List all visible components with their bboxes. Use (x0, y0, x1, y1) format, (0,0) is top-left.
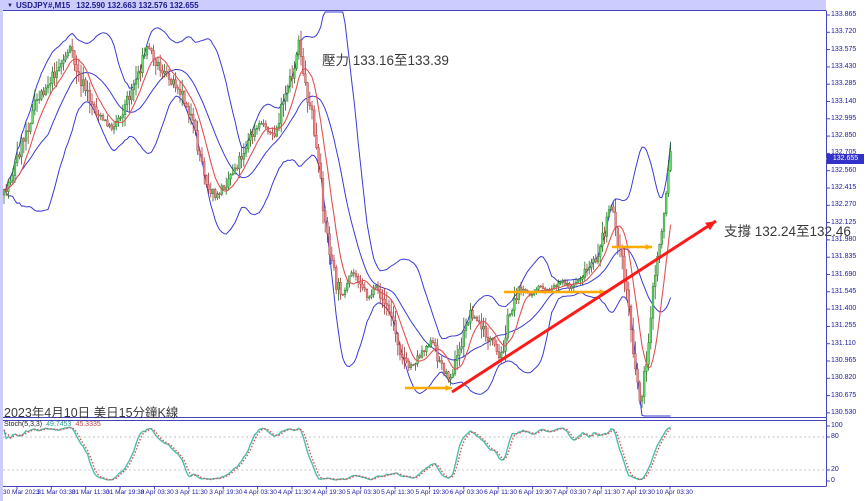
time-tick-label: 3 Apr 03:30 (140, 489, 174, 496)
price-tick-label: 131.255 (831, 322, 857, 330)
chart-frame (3, 10, 830, 490)
indicator-value-d: 45.3335 (75, 421, 101, 428)
indicator-value-k: 49.7453 (46, 421, 72, 428)
chart-header: ▼ USDJPY#,M15 132.590 132.663 132.576 132.… (3, 0, 826, 11)
time-tick-label: 4 Apr 19:30 (312, 489, 346, 496)
support-segments[interactable] (405, 244, 652, 391)
time-tick-label: 31 Mar 03:30 (37, 489, 76, 496)
price-tick-label: 131.545 (831, 287, 857, 295)
price-tick-label: 133.285 (831, 80, 857, 88)
price-tick-label: 131.835 (831, 253, 857, 261)
price-tick-label: 132.270 (831, 201, 857, 209)
time-tick-label: 7 Apr 11:30 (587, 489, 621, 496)
symbol-timeframe-label: USDJPY#,M15 (15, 1, 71, 10)
time-tick-label: 5 Apr 11:30 (381, 489, 414, 496)
time-tick-label: 7 Apr 19:30 (621, 489, 655, 496)
price-tick-label: 130.675 (831, 391, 857, 399)
time-tick-label: 7 Apr 03:30 (552, 489, 587, 496)
price-tick-label: 133.720 (831, 28, 857, 36)
time-tick-label: 30 Mar 2023 (3, 489, 40, 496)
bollinger-bands (3, 11, 672, 417)
price-tick-label: 133.430 (831, 62, 857, 70)
price-tick-label: 133.865 (831, 11, 857, 18)
price-tick-label: 130.965 (831, 357, 857, 364)
time-tick-label: 5 Apr 19:30 (415, 489, 449, 496)
current-price-badge: 132.655 (827, 154, 864, 164)
price-tick-label: 130.820 (831, 374, 857, 382)
indicator-label: Stoch(5,3,3) 49.7453 45.3335 (4, 421, 101, 428)
price-tick-label: 132.125 (831, 218, 857, 226)
time-tick-label: 10 Apr 03:30 (656, 489, 693, 496)
resistance-annotation[interactable]: 壓力 133.16至133.39 (322, 53, 449, 68)
price-tick-label: 131.690 (831, 270, 857, 278)
price-tick-label: 130.530 (831, 408, 857, 416)
price-tick-label: 132.560 (831, 166, 857, 174)
price-tick-label: 132.850 (831, 132, 857, 140)
time-tick-label: 3 Apr 19:30 (209, 489, 243, 496)
price-tick-label: 131.400 (831, 305, 857, 313)
time-tick-label: 6 Apr 11:30 (484, 489, 517, 496)
price-tick-label: 131.110 (831, 339, 856, 347)
price-tick-label: 132.415 (831, 184, 857, 191)
price-tick-label: 133.140 (831, 97, 857, 105)
time-tick-label: 6 Apr 19:30 (518, 489, 552, 496)
stoch-level-label: 100 (831, 422, 843, 429)
time-tick-label: 3 Apr 11:30 (174, 489, 208, 496)
caption-annotation[interactable]: 2023年4月10日 美日15分鐘K線 (4, 406, 179, 420)
window-left-border (0, 0, 3, 501)
price-tick-label: 131.980 (831, 235, 857, 243)
stoch-level-label: 20 (831, 466, 839, 473)
stoch-level-label: 80 (831, 433, 839, 440)
ma-line (3, 56, 672, 370)
price-tick-label: 132.705 (831, 149, 857, 157)
stoch-level-label: 0 (831, 477, 835, 484)
chevron-down-icon[interactable]: ▼ (7, 3, 13, 9)
stochastic-lines[interactable] (3, 426, 672, 481)
time-tick-label: 4 Apr 03:30 (243, 489, 277, 496)
time-tick-label: 31 Mar 19:30 (106, 489, 145, 496)
price-tick-label: 133.575 (831, 45, 857, 53)
stoch-level-lines (3, 436, 826, 471)
ohlc-readout: 132.590 132.663 132.576 132.655 (76, 1, 199, 10)
candles (2, 30, 672, 408)
time-tick-label: 4 Apr 11:30 (277, 489, 311, 496)
trendline-arrow[interactable] (451, 219, 717, 394)
indicator-name: Stoch(5,3,3) (4, 421, 43, 428)
price-tick-label: 132.995 (831, 114, 857, 122)
time-tick-label: 5 Apr 03:30 (346, 489, 380, 496)
time-tick-label: 6 Apr 03:30 (449, 489, 484, 496)
time-tick-label: 31 Mar 11:30 (71, 489, 110, 496)
support-annotation[interactable]: 支撐 132.24至132.46 (724, 224, 851, 239)
